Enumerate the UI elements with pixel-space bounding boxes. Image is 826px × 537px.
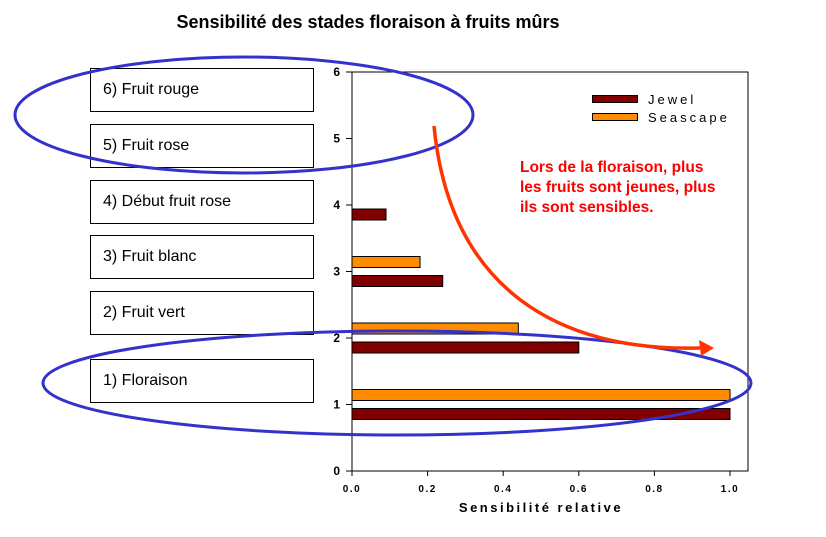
- stage-box-debut-fruit-rose: 4) Début fruit rose: [90, 180, 314, 224]
- x-tick-label-0.0: 0.0: [343, 484, 361, 495]
- x-tick-label-0.8: 0.8: [645, 484, 663, 495]
- y-tick-label-2: 2: [333, 331, 340, 345]
- stage-box-floraison: 1) Floraison: [90, 359, 314, 403]
- stage-box-fruit-rouge: 6) Fruit rouge: [90, 68, 314, 112]
- legend-swatch-jewel: [592, 95, 638, 103]
- arrow-head: [699, 340, 714, 356]
- legend-item-seascape: Seascape: [592, 108, 730, 126]
- x-tick-label-0.2: 0.2: [418, 484, 436, 495]
- bar-seascape-2: [351, 322, 519, 335]
- bar-jewel-1: [351, 408, 731, 420]
- x-tick-label-0.6: 0.6: [570, 484, 588, 495]
- y-tick-label-0: 0: [333, 464, 340, 478]
- x-axis-label: Sensibilité relative: [458, 500, 624, 515]
- y-tick-label-6: 6: [333, 65, 340, 79]
- y-tick-label-4: 4: [333, 198, 340, 212]
- legend-label-jewel: Jewel: [648, 91, 697, 107]
- overlays: [13, 55, 753, 437]
- chart-marks: 0 1 2 3 4 5 6 0.0 0.2 0.4 0.6 0.8 1.0: [333, 65, 739, 495]
- stage-box-fruit-blanc: 3) Fruit blanc: [90, 235, 314, 279]
- bar-jewel-4: [351, 208, 387, 221]
- legend-item-jewel: Jewel: [592, 90, 730, 108]
- chart-title: Sensibilité des stades floraison à fruit…: [176, 12, 560, 32]
- x-tick-label-0.4: 0.4: [494, 484, 512, 495]
- legend-label-seascape: Seascape: [648, 109, 730, 125]
- legend: Jewel Seascape: [592, 90, 730, 126]
- stage-box-fruit-vert: 2) Fruit vert: [90, 291, 314, 335]
- highlight-ellipse-bottom: [41, 329, 753, 437]
- bar-seascape-1: [351, 389, 731, 401]
- legend-swatch-seascape: [592, 113, 638, 121]
- y-tick-label-3: 3: [333, 265, 340, 279]
- y-tick-label-1: 1: [333, 398, 340, 412]
- y-tick-label-5: 5: [333, 132, 340, 146]
- x-tick-label-1.0: 1.0: [721, 484, 739, 495]
- curved-arrow: [432, 125, 701, 350]
- bar-jewel-3: [351, 275, 444, 287]
- bar-seascape-3: [351, 256, 421, 268]
- stage-box-fruit-rose: 5) Fruit rose: [90, 124, 314, 168]
- bar-jewel-2: [351, 341, 580, 354]
- highlight-ellipse-top: [13, 55, 475, 175]
- annotation-text: Lors de la floraison, plus les fruits so…: [520, 159, 716, 216]
